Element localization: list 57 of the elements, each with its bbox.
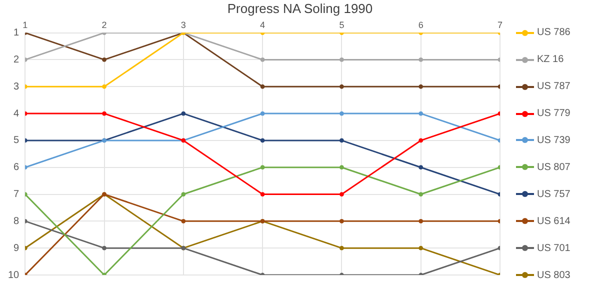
point <box>418 192 424 196</box>
point <box>340 138 344 143</box>
x-tick-label: 4 <box>260 20 266 30</box>
y-tick-label: 10 <box>8 270 20 281</box>
point <box>260 84 265 89</box>
y-tick-label: 2 <box>14 54 20 66</box>
point <box>418 246 424 250</box>
legend-label: US 757 <box>537 188 570 200</box>
x-tick-label: 5 <box>339 20 344 30</box>
point <box>102 58 106 62</box>
point <box>340 84 344 89</box>
y-tick-label: 3 <box>14 81 20 92</box>
x-tick-label: 1 <box>22 20 28 30</box>
legend-label: US 786 <box>537 27 570 38</box>
x-tick-label: 2 <box>102 20 107 30</box>
point <box>260 111 265 116</box>
point <box>418 138 424 143</box>
point <box>418 111 424 116</box>
point <box>102 246 106 250</box>
point <box>340 246 344 250</box>
legend-label: US 614 <box>537 216 570 227</box>
x-tick-label: 7 <box>497 20 503 30</box>
point <box>340 192 344 196</box>
y-tick-label: 5 <box>14 135 20 146</box>
legend-label: US 701 <box>537 242 570 254</box>
point <box>260 138 265 143</box>
point <box>340 218 344 224</box>
point <box>102 111 106 116</box>
y-tick-label: 8 <box>14 216 20 227</box>
point <box>181 218 186 224</box>
legend-label: US 779 <box>537 108 570 120</box>
point <box>102 84 106 89</box>
point <box>340 58 344 62</box>
point <box>340 165 344 170</box>
legend-label: US 787 <box>537 81 570 92</box>
y-tick-label: 6 <box>14 162 20 174</box>
y-tick-label: 4 <box>14 108 20 120</box>
point <box>260 58 265 62</box>
point <box>260 192 265 196</box>
y-tick-label: 9 <box>14 242 20 254</box>
point <box>418 58 424 62</box>
y-tick-label: 7 <box>14 189 20 200</box>
legend-label: US 739 <box>537 134 570 146</box>
chart-title: Progress NA Soling 1990 <box>227 1 373 16</box>
point <box>418 165 424 170</box>
point <box>181 111 186 116</box>
point <box>418 84 424 89</box>
point <box>340 111 344 116</box>
legend-label: KZ 16 <box>537 54 564 66</box>
point <box>418 218 424 224</box>
x-tick-label: 3 <box>180 20 186 30</box>
point <box>181 192 186 196</box>
y-tick-label: 1 <box>14 28 20 39</box>
point <box>260 165 265 170</box>
legend-label: US 807 <box>537 162 570 173</box>
x-tick-label: 6 <box>418 20 424 30</box>
legend-label: US 803 <box>537 270 570 280</box>
